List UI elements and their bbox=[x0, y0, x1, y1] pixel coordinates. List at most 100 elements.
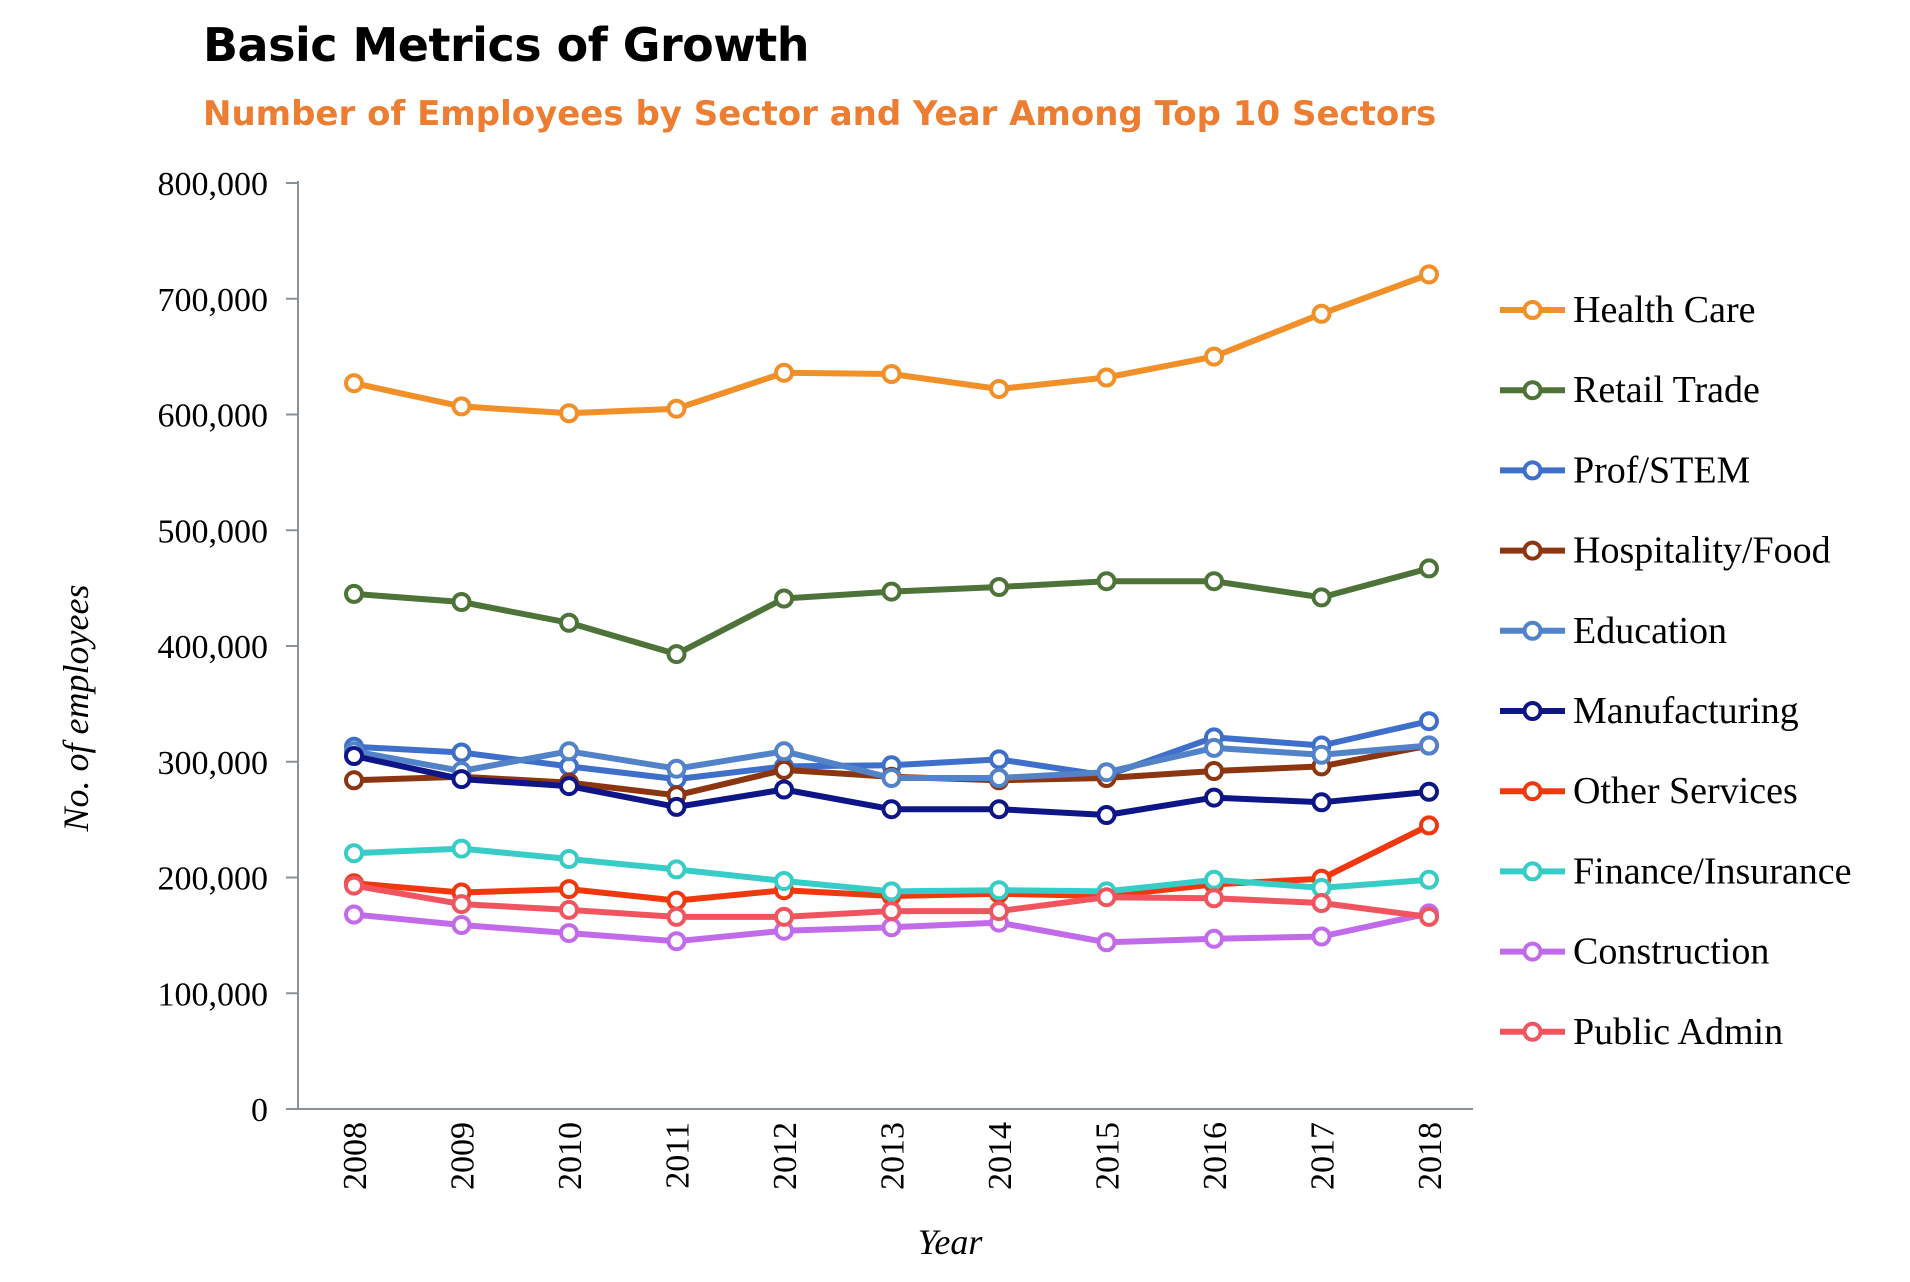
y-tick-label: 500,000 bbox=[158, 513, 269, 550]
data-point bbox=[989, 880, 1009, 901]
data-point bbox=[344, 875, 364, 896]
data-point bbox=[774, 779, 794, 800]
data-point bbox=[451, 592, 472, 612]
data-point bbox=[559, 612, 579, 633]
data-point bbox=[666, 859, 687, 880]
data-point bbox=[1419, 906, 1439, 927]
data-point bbox=[1311, 792, 1332, 813]
x-tick-label: 2011 bbox=[660, 1122, 697, 1189]
data-point bbox=[774, 741, 794, 762]
series-public-admin bbox=[344, 875, 1439, 927]
y-tick-label: 300,000 bbox=[158, 745, 269, 782]
legend: Health Care Retail Trade Prof/STEM Hospital… bbox=[1500, 289, 1852, 1053]
data-point bbox=[1096, 367, 1117, 388]
data-point bbox=[1419, 781, 1439, 802]
data-point bbox=[881, 581, 902, 602]
legend-marker bbox=[1522, 300, 1543, 320]
data-point bbox=[1204, 761, 1224, 781]
data-point bbox=[989, 577, 1009, 597]
data-point bbox=[1311, 587, 1332, 608]
data-point bbox=[666, 796, 687, 817]
legend-label: Finance/Insurance bbox=[1573, 850, 1852, 892]
y-tick-label: 700,000 bbox=[158, 282, 269, 319]
series-retail-trade bbox=[344, 558, 1439, 665]
x-tick-label: 2017 bbox=[1305, 1122, 1342, 1190]
legend-item: Other Services bbox=[1500, 770, 1798, 812]
data-point bbox=[881, 364, 902, 384]
data-point bbox=[451, 742, 472, 763]
x-tick-label: 2008 bbox=[337, 1122, 374, 1190]
data-point bbox=[344, 843, 364, 864]
data-point bbox=[1311, 926, 1332, 947]
data-point bbox=[1096, 762, 1117, 783]
legend-item: Public Admin bbox=[1500, 1011, 1783, 1053]
data-point bbox=[1204, 869, 1224, 890]
data-point bbox=[559, 923, 579, 944]
x-axis-title: Year bbox=[918, 1222, 984, 1262]
data-point bbox=[1419, 815, 1439, 836]
data-point bbox=[774, 759, 794, 780]
y-tick-label: 400,000 bbox=[158, 629, 269, 666]
data-point bbox=[666, 890, 687, 911]
series-layer bbox=[344, 264, 1439, 953]
x-tick-label: 2013 bbox=[875, 1122, 912, 1190]
legend-marker bbox=[1522, 620, 1543, 641]
data-point bbox=[451, 915, 472, 935]
x-tick-label: 2009 bbox=[445, 1122, 482, 1190]
y-tick-label: 600,000 bbox=[158, 398, 269, 435]
data-point bbox=[1204, 928, 1224, 949]
data-point bbox=[774, 362, 794, 383]
data-point bbox=[881, 768, 902, 788]
legend-item: Finance/Insurance bbox=[1500, 850, 1852, 892]
legend-marker bbox=[1522, 941, 1543, 962]
legend-label: Other Services bbox=[1573, 770, 1798, 812]
legend-item: Manufacturing bbox=[1500, 690, 1799, 732]
x-tick-label: 2015 bbox=[1090, 1122, 1127, 1190]
data-point bbox=[451, 769, 472, 790]
legend-item: Retail Trade bbox=[1500, 369, 1760, 411]
chart-title: Basic Metrics of Growth bbox=[203, 18, 810, 72]
data-point bbox=[451, 838, 472, 859]
chart-axes: 0 100,000 200,000 300,000 400,000 500,000 600,… bbox=[158, 166, 1473, 1190]
data-point bbox=[666, 644, 687, 665]
legend-label: Retail Trade bbox=[1573, 369, 1760, 411]
data-point bbox=[559, 879, 579, 900]
data-point bbox=[666, 398, 687, 419]
y-axis-title: No. of employees bbox=[56, 585, 96, 833]
data-point bbox=[559, 899, 579, 920]
data-point bbox=[774, 871, 794, 891]
series-line bbox=[351, 565, 1432, 658]
data-point bbox=[989, 749, 1009, 770]
legend-label: Hospitality/Food bbox=[1573, 530, 1831, 572]
data-point bbox=[881, 799, 902, 820]
data-point bbox=[1096, 887, 1117, 908]
legend-item: Construction bbox=[1500, 931, 1769, 973]
series-manufacturing bbox=[344, 746, 1439, 825]
data-point bbox=[1204, 346, 1224, 367]
x-tick-label: 2016 bbox=[1197, 1122, 1234, 1190]
data-point bbox=[989, 901, 1009, 922]
data-point bbox=[666, 906, 687, 927]
data-point bbox=[451, 894, 472, 915]
legend-item: Hospitality/Food bbox=[1500, 530, 1831, 572]
legend-item: Education bbox=[1500, 610, 1727, 652]
series-health-care bbox=[344, 264, 1439, 424]
data-point bbox=[1311, 303, 1332, 324]
data-point bbox=[1204, 787, 1224, 808]
data-point bbox=[1311, 744, 1332, 765]
x-tick-label: 2012 bbox=[767, 1122, 804, 1190]
data-point bbox=[1311, 893, 1332, 913]
data-point bbox=[1096, 571, 1117, 592]
legend-label: Public Admin bbox=[1573, 1011, 1783, 1053]
y-tick-label: 0 bbox=[251, 1092, 268, 1129]
x-tick-label: 2018 bbox=[1412, 1122, 1449, 1190]
series-line bbox=[351, 271, 1432, 417]
data-point bbox=[989, 799, 1009, 820]
data-point bbox=[989, 379, 1009, 399]
data-point bbox=[1096, 932, 1117, 953]
y-tick-label: 800,000 bbox=[158, 166, 269, 203]
y-tick-label: 200,000 bbox=[158, 861, 269, 898]
data-point bbox=[559, 776, 579, 797]
legend-marker bbox=[1522, 861, 1543, 882]
